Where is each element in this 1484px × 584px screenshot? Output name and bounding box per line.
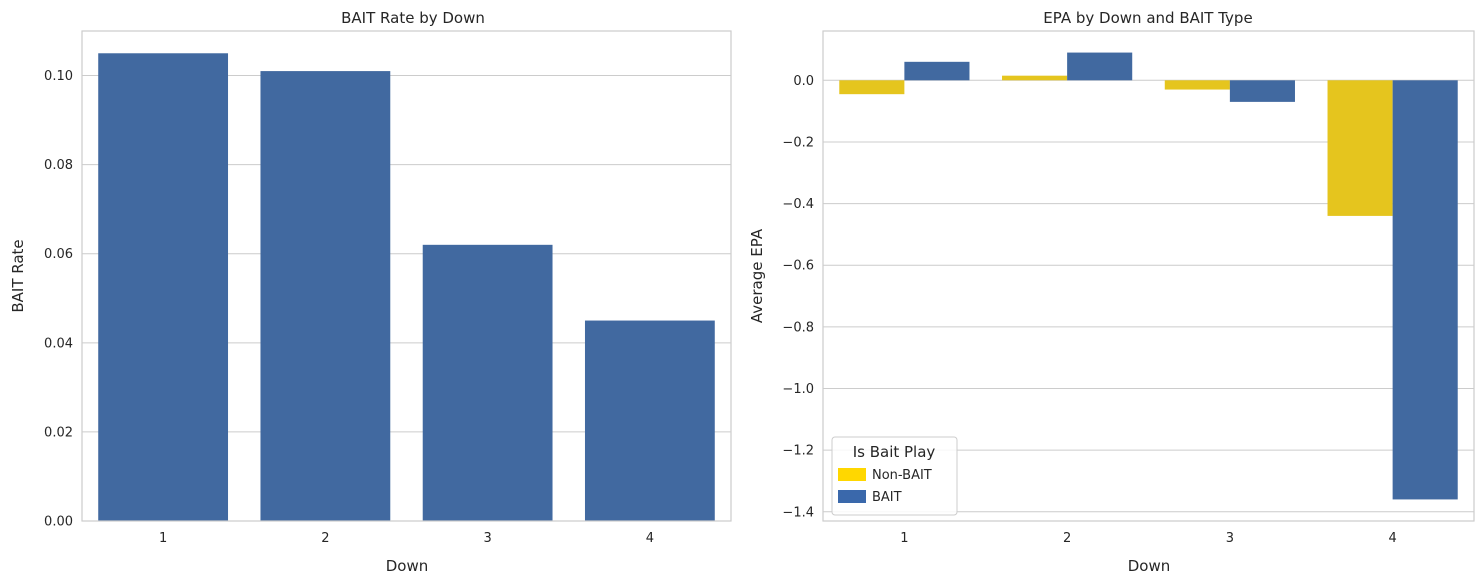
bait-rate-chart: BAIT Rate by Down 0.000.020.040.060.080.… (9, 9, 732, 575)
plot-frame (81, 30, 732, 522)
x-axis-title: Down (1128, 557, 1171, 575)
y-tick-labels: 0.00 0.02 0.04 0.06 0.08 0.10 (44, 69, 73, 529)
x-tick-labels: 1 2 3 4 (900, 531, 1397, 546)
y-tick-label: 0.04 (44, 336, 73, 351)
y-axis-title: BAIT Rate (9, 239, 27, 312)
y-tick-label: 0.0 (793, 74, 814, 89)
bar (98, 53, 229, 521)
legend-swatch (838, 468, 866, 481)
y-tick-label: 0.08 (44, 158, 73, 173)
bars (98, 53, 715, 521)
y-axis-title: Average EPA (748, 228, 766, 323)
y-tick-label: −0.2 (782, 135, 814, 150)
bar (422, 244, 553, 521)
bar-non-bait (839, 80, 905, 95)
legend-title: Is Bait Play (853, 443, 936, 461)
bar-non-bait (1164, 80, 1230, 90)
y-tick-label: −1.2 (782, 444, 814, 459)
bar-bait (904, 61, 970, 81)
x-axis-title: Down (386, 557, 429, 575)
x-tick-label: 4 (646, 531, 654, 546)
y-tick-label: −1.4 (782, 505, 814, 520)
x-tick-label: 2 (1063, 531, 1071, 546)
y-tick-label: −0.6 (782, 259, 814, 274)
y-tick-label: −1.0 (782, 382, 814, 397)
x-tick-label: 1 (900, 531, 908, 546)
bar-bait (1067, 52, 1133, 81)
epa-chart: EPA by Down and BAIT Type −1.4 −1.2 −1.0 −0… (748, 9, 1475, 575)
chart-title: EPA by Down and BAIT Type (1043, 9, 1252, 27)
x-tick-label: 2 (321, 531, 329, 546)
y-tick-label: 0.06 (44, 247, 73, 262)
bar-bait (1392, 80, 1458, 500)
x-tick-label: 4 (1388, 531, 1396, 546)
x-tick-label: 3 (1226, 531, 1234, 546)
y-tick-label: −0.8 (782, 320, 814, 335)
x-tick-labels: 1 2 3 4 (159, 531, 654, 546)
legend: Is Bait Play Non-BAIT BAIT (831, 436, 958, 516)
x-tick-label: 3 (483, 531, 491, 546)
plot-frame (822, 30, 1475, 522)
bar-bait (1229, 80, 1295, 102)
legend-swatch (838, 490, 866, 503)
legend-label: Non-BAIT (872, 468, 932, 483)
legend-label: BAIT (872, 490, 902, 505)
legend-entries: Non-BAIT BAIT (838, 468, 932, 505)
bars (839, 52, 1458, 500)
y-tick-label: −0.4 (782, 197, 814, 212)
bar (584, 320, 715, 521)
bar-non-bait (1327, 80, 1393, 216)
chart-title: BAIT Rate by Down (341, 9, 485, 27)
y-tick-labels: −1.4 −1.2 −1.0 −0.8 −0.6 −0.4 −0.2 0.0 (782, 74, 814, 520)
y-tick-label: 0.00 (44, 515, 73, 530)
bar (260, 71, 391, 521)
bar-non-bait (1002, 75, 1068, 81)
y-tick-label: 0.10 (44, 69, 73, 84)
y-tick-label: 0.02 (44, 425, 73, 440)
x-tick-label: 1 (159, 531, 167, 546)
